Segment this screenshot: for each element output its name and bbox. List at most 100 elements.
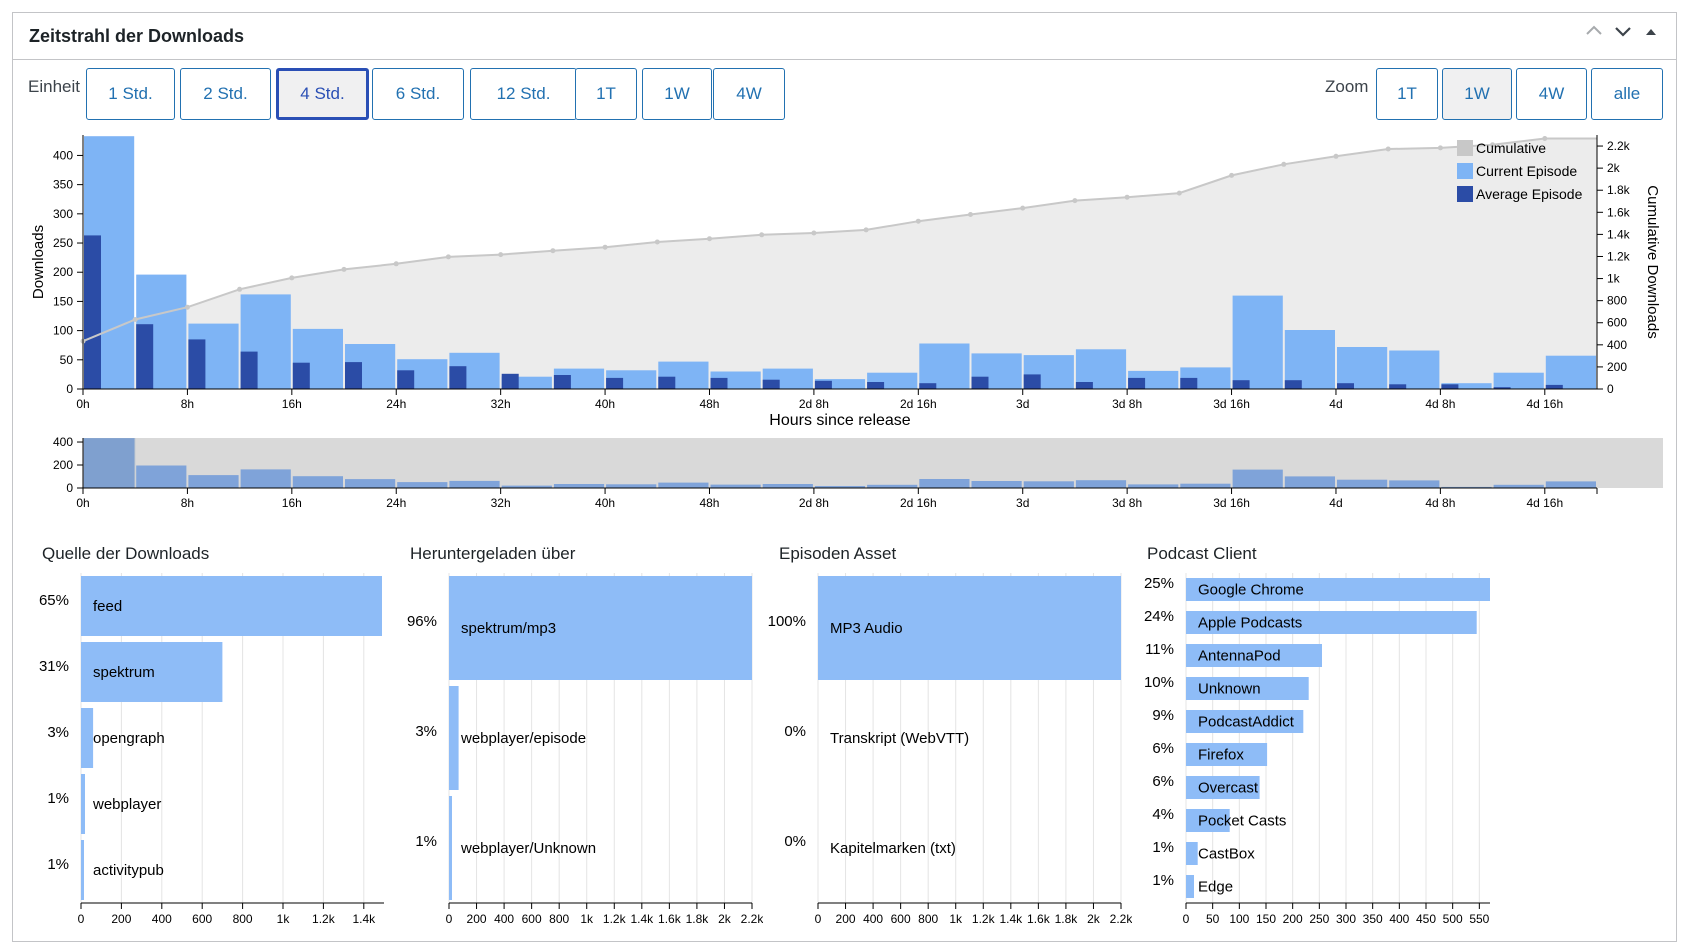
x-tick-label: 400 xyxy=(494,912,514,926)
current-episode-bar xyxy=(814,379,866,389)
y-tick-label: 200 xyxy=(53,265,73,279)
percent-label: 3% xyxy=(47,724,69,741)
percent-label: 6% xyxy=(1152,773,1174,790)
panel-header: Zeitstrahl der Downloads xyxy=(13,13,1676,60)
bar-label: CastBox xyxy=(1198,846,1255,863)
x-tick-label: 800 xyxy=(233,912,253,926)
y2-tick-label: 1.4k xyxy=(1607,227,1631,241)
overview-bar xyxy=(919,479,970,488)
current-episode-bar xyxy=(1441,383,1492,389)
x-axis-title: Hours since release xyxy=(769,412,911,429)
x-tick-label: 600 xyxy=(891,912,911,926)
bar-label: Transkript (WebVTT) xyxy=(830,730,969,747)
y-tick-label: 250 xyxy=(53,236,73,250)
unit-button[interactable]: 4W xyxy=(713,68,785,120)
overview-bar xyxy=(1337,479,1388,488)
unit-button[interactable]: 1W xyxy=(642,68,712,120)
percent-label: 1% xyxy=(415,833,437,850)
x-tick-label: 4d xyxy=(1329,397,1342,411)
x-tick-label: 3d xyxy=(1016,397,1029,411)
x-tick-label: 2d 8h xyxy=(799,397,829,411)
x-tick-label: 800 xyxy=(549,912,569,926)
overview-y-tick-label: 0 xyxy=(66,481,73,495)
hbar xyxy=(1186,611,1477,634)
overview-bar xyxy=(867,484,918,488)
cumulative-point xyxy=(759,232,765,238)
chevron-up-icon[interactable] xyxy=(1580,21,1608,49)
unit-button[interactable]: 6 Std. xyxy=(372,68,464,120)
panel-title: Zeitstrahl der Downloads xyxy=(29,26,245,46)
unit-button[interactable]: 12 Std. xyxy=(470,68,577,120)
y2-tick-label: 1k xyxy=(1607,272,1621,286)
current-episode-bar xyxy=(1389,350,1440,389)
overview-x-tick-label: 8h xyxy=(181,496,194,510)
overview-bar xyxy=(188,475,239,488)
cumulative-point xyxy=(1437,145,1443,151)
y-tick-label: 400 xyxy=(53,148,73,162)
hbar xyxy=(449,796,452,900)
x-tick-label: 1.8k xyxy=(1055,912,1079,926)
percent-label: 10% xyxy=(1144,674,1174,691)
unit-button[interactable]: 2 Std. xyxy=(180,68,271,120)
timeline-overview-brush[interactable]: 0 200 400 0h 8h 16h 24h 32h 40h 48h 2d 8h 2d 16h 3d 3… xyxy=(0,430,1690,510)
bar-label: Overcast xyxy=(1198,780,1259,797)
percent-label: 1% xyxy=(47,856,69,873)
x-tick-label: 100 xyxy=(1229,912,1249,926)
percent-label: 25% xyxy=(1144,575,1174,592)
percent-label: 96% xyxy=(407,613,437,630)
chart-title: Episoden Asset xyxy=(779,544,896,563)
overview-bar xyxy=(710,484,761,488)
cumulative-point xyxy=(1333,153,1339,159)
overview-y-tick-label: 200 xyxy=(53,458,73,472)
percent-label: 4% xyxy=(1152,806,1174,823)
bar-label: PodcastAddict xyxy=(1198,714,1295,731)
zoom-button[interactable]: 4W xyxy=(1516,68,1587,120)
percent-label: 31% xyxy=(39,658,69,675)
x-tick-label: 2k xyxy=(1087,912,1101,926)
cumulative-point xyxy=(1124,194,1130,200)
unit-button[interactable]: 4 Std. xyxy=(276,68,369,120)
overview-bar xyxy=(762,484,813,488)
cumulative-point xyxy=(1072,198,1078,204)
bar-label: Apple Podcasts xyxy=(1198,615,1302,632)
triangle-up-icon[interactable] xyxy=(1637,21,1665,49)
y2-tick-label: 400 xyxy=(1607,338,1627,352)
x-tick-label: 1.2k xyxy=(312,912,336,926)
overview-x-tick-label: 3d xyxy=(1016,496,1029,510)
overview-x-tick-label: 0h xyxy=(76,496,89,510)
x-tick-label: 400 xyxy=(863,912,883,926)
overview-bar xyxy=(1389,480,1440,488)
x-tick-label: 32h xyxy=(491,397,511,411)
x-tick-label: 1.4k xyxy=(352,912,376,926)
overview-bar xyxy=(606,484,657,488)
y-axis-title: Downloads xyxy=(30,225,47,299)
chart-title: Podcast Client xyxy=(1147,544,1257,563)
x-tick-label: 1.2k xyxy=(603,912,627,926)
unit-button[interactable]: 1 Std. xyxy=(86,68,175,120)
y2-tick-label: 0 xyxy=(1607,382,1614,396)
average-episode-bar xyxy=(449,366,467,389)
chevron-down-icon[interactable] xyxy=(1609,21,1637,49)
cumulative-point xyxy=(132,317,138,322)
cumulative-point xyxy=(1020,205,1026,211)
x-tick-label: 450 xyxy=(1416,912,1436,926)
current-episode-bar xyxy=(1545,355,1596,389)
y2-tick-label: 200 xyxy=(1607,360,1627,374)
percent-label: 1% xyxy=(47,790,69,807)
cumulative-point xyxy=(1490,142,1496,148)
average-episode-bar xyxy=(1441,384,1459,389)
x-tick-label: 40h xyxy=(595,397,615,411)
overview-x-tick-label: 16h xyxy=(282,496,302,510)
zoom-button[interactable]: alle xyxy=(1591,68,1663,120)
x-tick-label: 0 xyxy=(815,912,822,926)
overview-x-tick-label: 4d 16h xyxy=(1526,496,1563,510)
downloads-source-chart: Quelle der Downloads feed 65% spektrum 31% op… xyxy=(39,544,384,926)
hbar xyxy=(1186,644,1322,667)
bar-label: Unknown xyxy=(1198,681,1261,698)
zoom-button[interactable]: 1W xyxy=(1442,68,1512,120)
overview-bar xyxy=(1232,469,1283,488)
unit-button[interactable]: 1T xyxy=(575,68,637,120)
zoom-button[interactable]: 1T xyxy=(1376,68,1438,120)
legend-swatch xyxy=(1457,163,1473,179)
legend-swatch xyxy=(1457,140,1473,156)
